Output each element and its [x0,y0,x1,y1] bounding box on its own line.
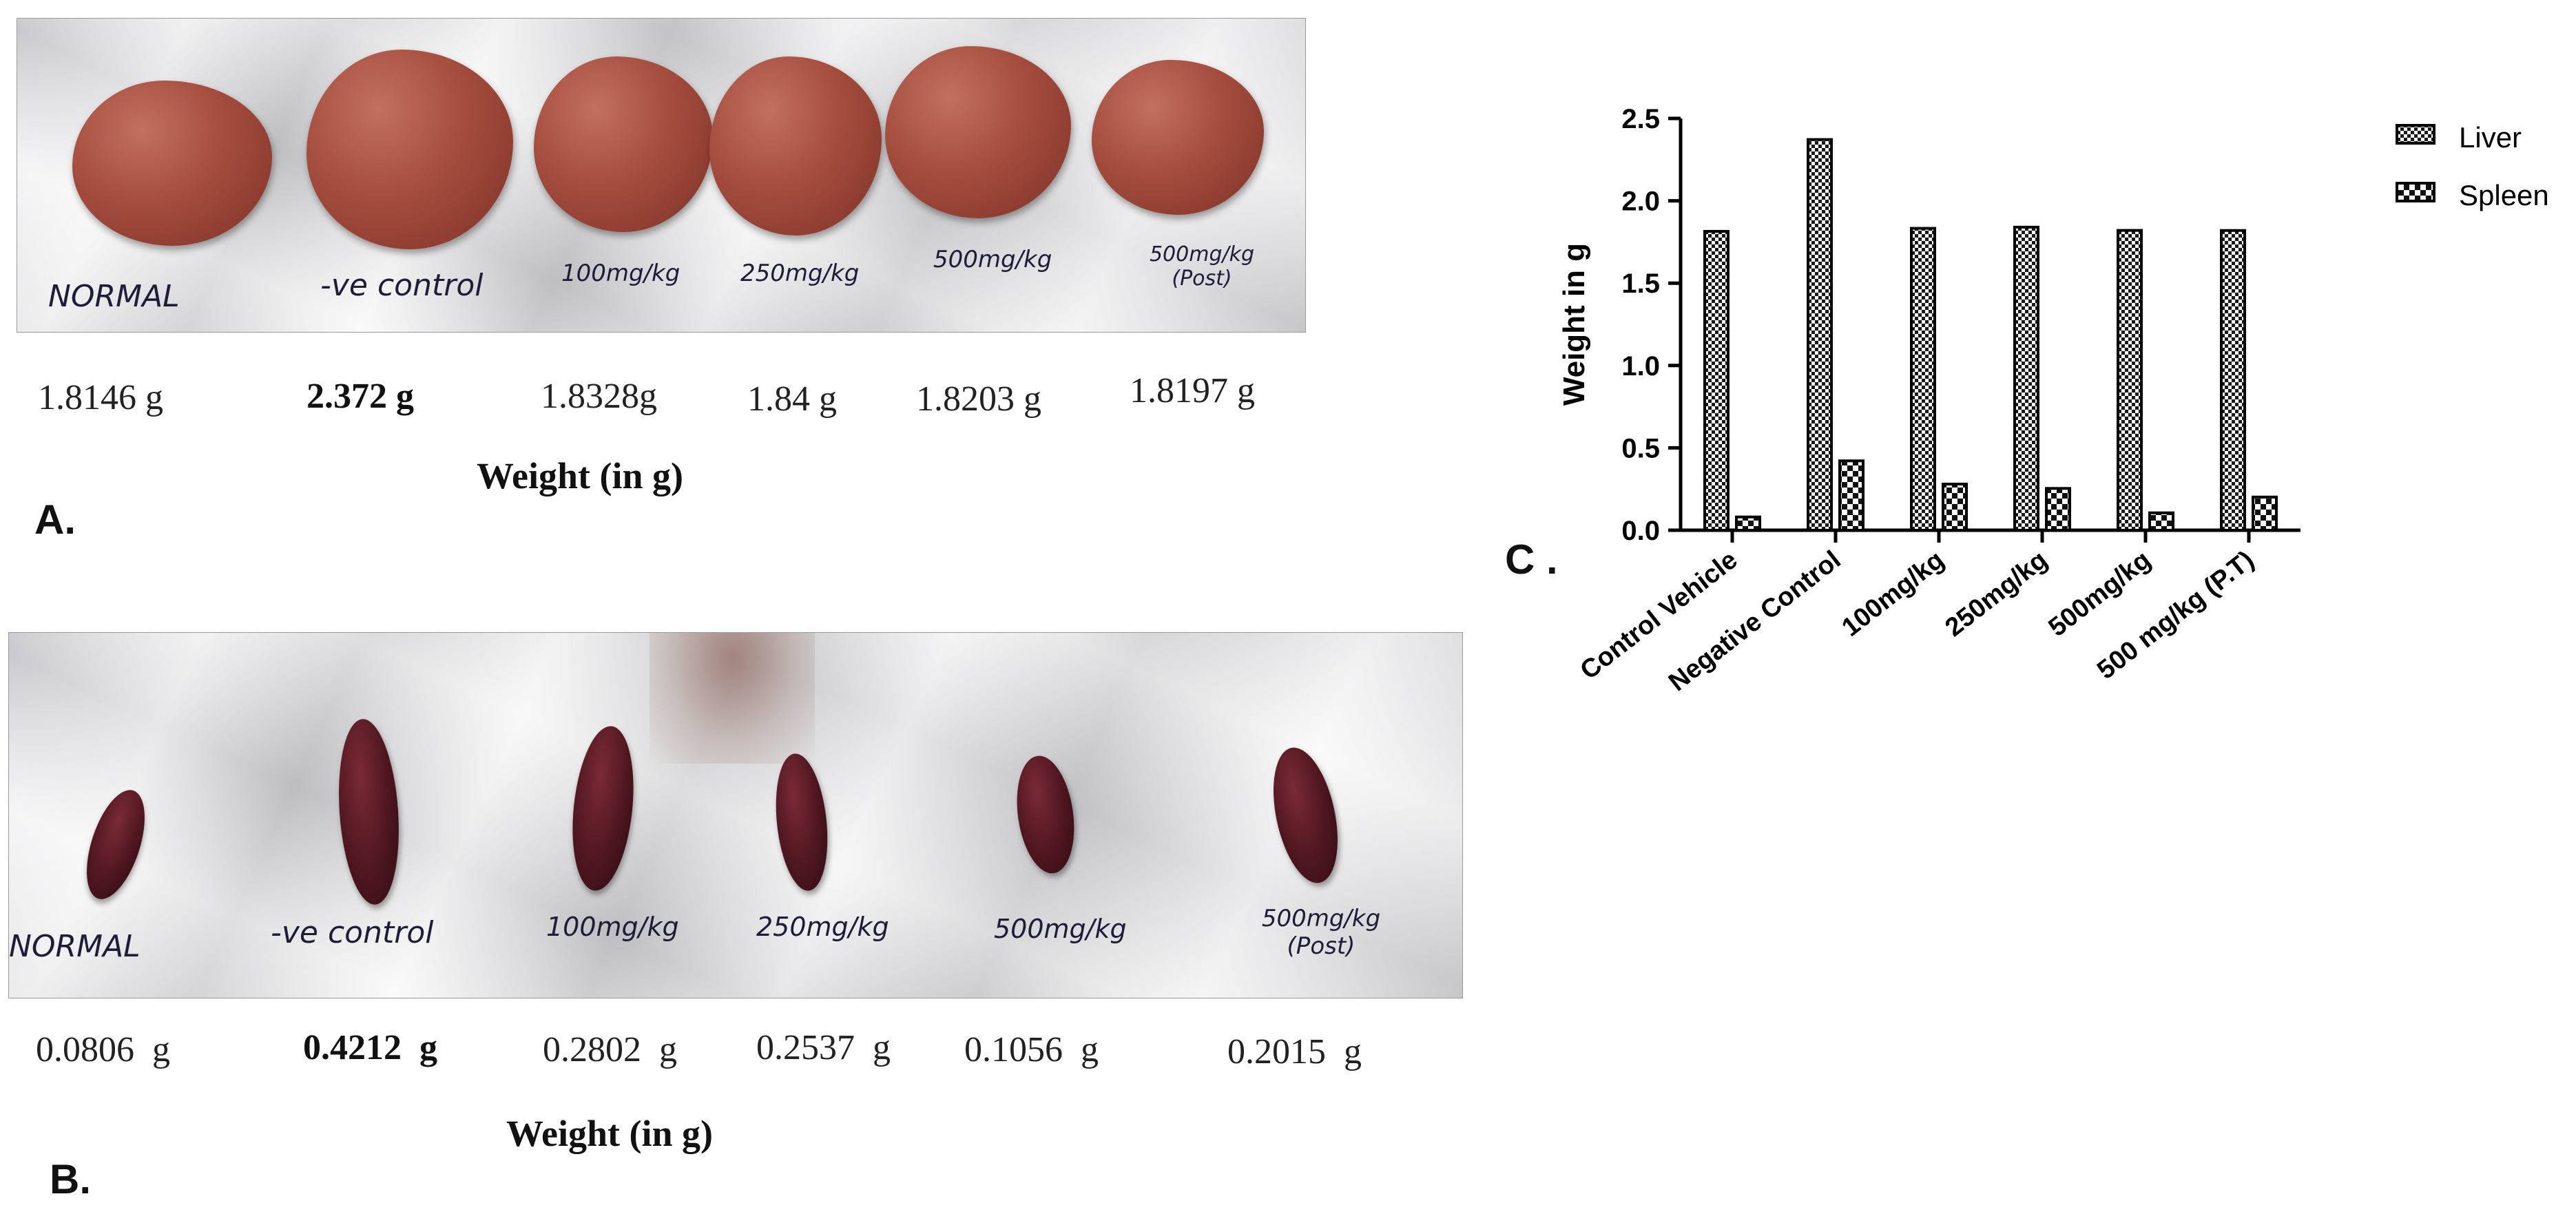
liver-label-2: 100mg/kg [561,260,681,287]
spleen-weight-0: 0.0806 g [36,1030,170,1069]
spleen-label-2: 100mg/kg [546,912,679,942]
liver-negative-control [307,50,513,249]
spleen-500mg-post [1263,742,1349,889]
spleen-100mg [565,723,641,894]
x-tick-label-2: 100mg/kg [1837,545,1950,642]
liver-label-4: 500mg/kg [933,246,1052,273]
liver-label-0: NORMAL [48,279,180,314]
spleen-photo: NORMAL -ve control 100mg/kg 250mg/kg 500… [8,632,1463,998]
y-tick-label-1: 0.5 [1621,433,1660,463]
liver-250mg [709,56,882,236]
legend-swatch-liver [2396,124,2435,145]
liver-photo: NORMAL -ve control 100mg/kg 250mg/kg 500… [17,18,1306,333]
spleen-weight-4: 0.1056 g [964,1030,1099,1069]
bar-liver-1 [1807,138,1833,532]
liver-weight-4: 1.8203 g [916,379,1041,419]
liver-weight-1: 2.372 g [307,377,414,416]
legend-swatch-spleen [2396,182,2435,202]
panel-b-letter: B. [50,1156,91,1202]
liver-weight-3: 1.84 g [747,379,837,419]
liver-weight-0: 1.8146 g [38,378,163,417]
bar-spleen-5 [2252,495,2278,532]
spleen-label-3: 250mg/kg [756,912,889,942]
bar-liver-3 [2013,225,2039,532]
spleen-normal [75,783,156,906]
liver-100mg [534,56,713,232]
x-tick-label-3: 250mg/kg [1940,545,2053,642]
bar-spleen-2 [1942,482,1968,532]
spleen-500mg [1010,752,1081,877]
spleen-weight-caption: Weight (in g) [506,1113,714,1154]
x-tick-label-1: Negative Control [1663,545,1846,697]
liver-500mg [885,46,1071,218]
liver-500mg-post [1092,60,1264,215]
panel-c-letter: C . [1505,536,1558,583]
bar-liver-5 [2220,229,2246,532]
spleen-label-5: 500mg/kg (Post) [1261,905,1381,960]
bar-liver-4 [2117,229,2143,532]
spleen-weight-2: 0.2802 g [543,1030,677,1069]
y-tick-label-3: 1.5 [1621,269,1660,299]
spleen-weight-1: 0.4212 g [303,1028,437,1067]
panel-a-letter: A. [34,496,76,543]
legend-label-spleen: Spleen [2459,179,2549,211]
bar-spleen-4 [2148,511,2174,532]
spleen-negative-control [333,717,405,907]
y-tick-label-4: 2.0 [1621,187,1660,217]
spleen-label-4: 500mg/kg [994,914,1127,944]
spleen-weight-5: 0.2015 g [1227,1032,1362,1071]
bar-liver-2 [1910,227,1936,532]
liver-label-1: -ve control [320,268,484,303]
spleen-label-0: NORMAL [9,929,141,964]
y-tick-label-0: 0.0 [1621,516,1660,546]
liver-normal [72,81,272,246]
bar-spleen-0 [1735,515,1761,532]
liver-label-3: 250mg/kg [740,260,860,287]
liver-weight-5: 1.8197 g [1130,371,1255,410]
y-axis-label: Weight in g [1557,243,1591,406]
spleen-weight-3: 0.2537 g [756,1028,891,1067]
bar-spleen-1 [1838,459,1865,532]
spleen-250mg [769,751,834,894]
foil-stain [650,633,815,764]
liver-label-5: 500mg/kg (Post) [1149,242,1255,291]
y-tick-label-2: 1.0 [1621,351,1660,381]
liver-weight-2: 1.8328g [541,377,657,416]
legend-label-liver: Liver [2459,121,2522,154]
liver-weight-caption: Weight (in g) [477,455,684,496]
bar-spleen-3 [2045,487,2071,532]
bar-liver-0 [1703,229,1730,532]
y-tick-label-5: 2.5 [1621,104,1660,134]
spleen-label-1: -ve control [271,915,434,950]
